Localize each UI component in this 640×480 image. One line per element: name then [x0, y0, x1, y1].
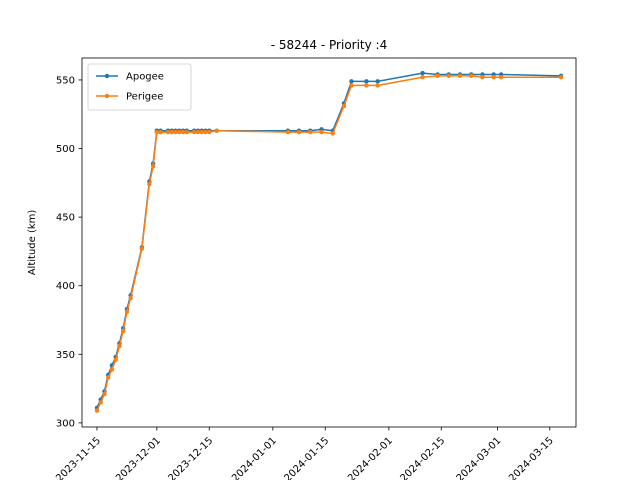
- x-tick-label: 2023-12-15: [166, 435, 215, 480]
- perigee-point: [150, 164, 156, 169]
- apogee-point: [420, 70, 425, 76]
- perigee-point: [113, 357, 118, 362]
- chart-title: - 58244 - Priority :4: [271, 38, 387, 52]
- perigee-point: [469, 73, 474, 79]
- legend-perigee-marker: [104, 93, 110, 99]
- perigee-point: [364, 83, 369, 88]
- y-tick-label: 500: [56, 144, 75, 155]
- perigee-point: [498, 75, 504, 80]
- perigee-point: [154, 129, 160, 135]
- y-tick-label: 450: [56, 213, 75, 224]
- perigee-point: [330, 131, 335, 136]
- perigee-point: [446, 73, 451, 79]
- perigee-point: [420, 75, 425, 80]
- perigee-point: [296, 129, 302, 135]
- x-tick-label: 2024-02-01: [346, 435, 395, 480]
- data-layer: [94, 70, 564, 413]
- perigee-point: [207, 129, 212, 135]
- y-tick-label: 350: [56, 350, 75, 361]
- perigee-point: [109, 367, 115, 372]
- perigee-point: [117, 343, 122, 349]
- perigee-point: [319, 129, 324, 135]
- perigee-point: [435, 73, 440, 79]
- y-tick-label: 400: [56, 281, 75, 292]
- x-tick-label: 2024-01-01: [230, 435, 279, 480]
- x-tick-label: 2024-03-01: [455, 435, 504, 480]
- perigee-point: [94, 408, 100, 413]
- perigee-point: [158, 129, 163, 135]
- perigee-point: [120, 328, 126, 334]
- perigee-point: [105, 375, 111, 380]
- perigee-point: [177, 129, 182, 135]
- perigee-point: [349, 83, 354, 88]
- perigee-point: [139, 246, 145, 251]
- series-perigee: [94, 73, 564, 413]
- apogee-point: [349, 79, 354, 84]
- perigee-point: [375, 83, 380, 88]
- perigee-point: [457, 73, 463, 79]
- legend: Apogee Perigee: [87, 63, 192, 111]
- legend-perigee-label: Perigee: [126, 92, 163, 103]
- perigee-point: [102, 391, 107, 397]
- perigee-line: [96, 75, 562, 411]
- x-tick-label: 2024-03-15: [507, 435, 556, 480]
- perigee-point: [308, 129, 313, 135]
- legend-apogee-label: Apogee: [126, 72, 164, 83]
- apogee-line: [96, 72, 562, 409]
- perigee-point: [480, 75, 485, 80]
- y-axis: 300 350 400 450 500 550: [56, 75, 82, 429]
- perigee-point: [341, 103, 347, 109]
- x-tick-label: 2023-12-01: [114, 435, 163, 480]
- x-tick-label: 2024-01-15: [283, 435, 332, 480]
- perigee-point: [192, 129, 197, 135]
- x-tick-label: 2023-11-15: [54, 435, 103, 480]
- perigee-point: [169, 129, 175, 135]
- plot-frame: [81, 57, 577, 428]
- perigee-point: [165, 129, 171, 135]
- perigee-point: [147, 182, 152, 187]
- perigee-point: [199, 129, 204, 135]
- perigee-point: [214, 128, 219, 133]
- y-tick-label: 300: [56, 418, 75, 429]
- perigee-point: [173, 129, 178, 135]
- perigee-point: [195, 129, 201, 135]
- legend-apogee-marker: [104, 73, 110, 79]
- y-tick-label: 550: [56, 75, 75, 86]
- perigee-point: [128, 295, 133, 301]
- x-axis: 2023-11-15 2023-12-01 2023-12-15 2024-01-01…: [54, 427, 556, 480]
- perigee-point: [285, 129, 291, 135]
- perigee-point: [124, 309, 130, 314]
- apogee-point: [364, 79, 369, 84]
- apogee-point: [375, 79, 380, 84]
- series-apogee: [94, 70, 564, 410]
- perigee-point: [180, 129, 186, 135]
- perigee-point: [491, 75, 496, 80]
- y-axis-title: Altitude (km): [27, 210, 38, 276]
- perigee-point: [203, 129, 208, 135]
- perigee-point: [98, 400, 103, 405]
- x-tick-label: 2024-02-15: [399, 435, 448, 480]
- perigee-point: [184, 129, 189, 135]
- perigee-point: [558, 75, 564, 80]
